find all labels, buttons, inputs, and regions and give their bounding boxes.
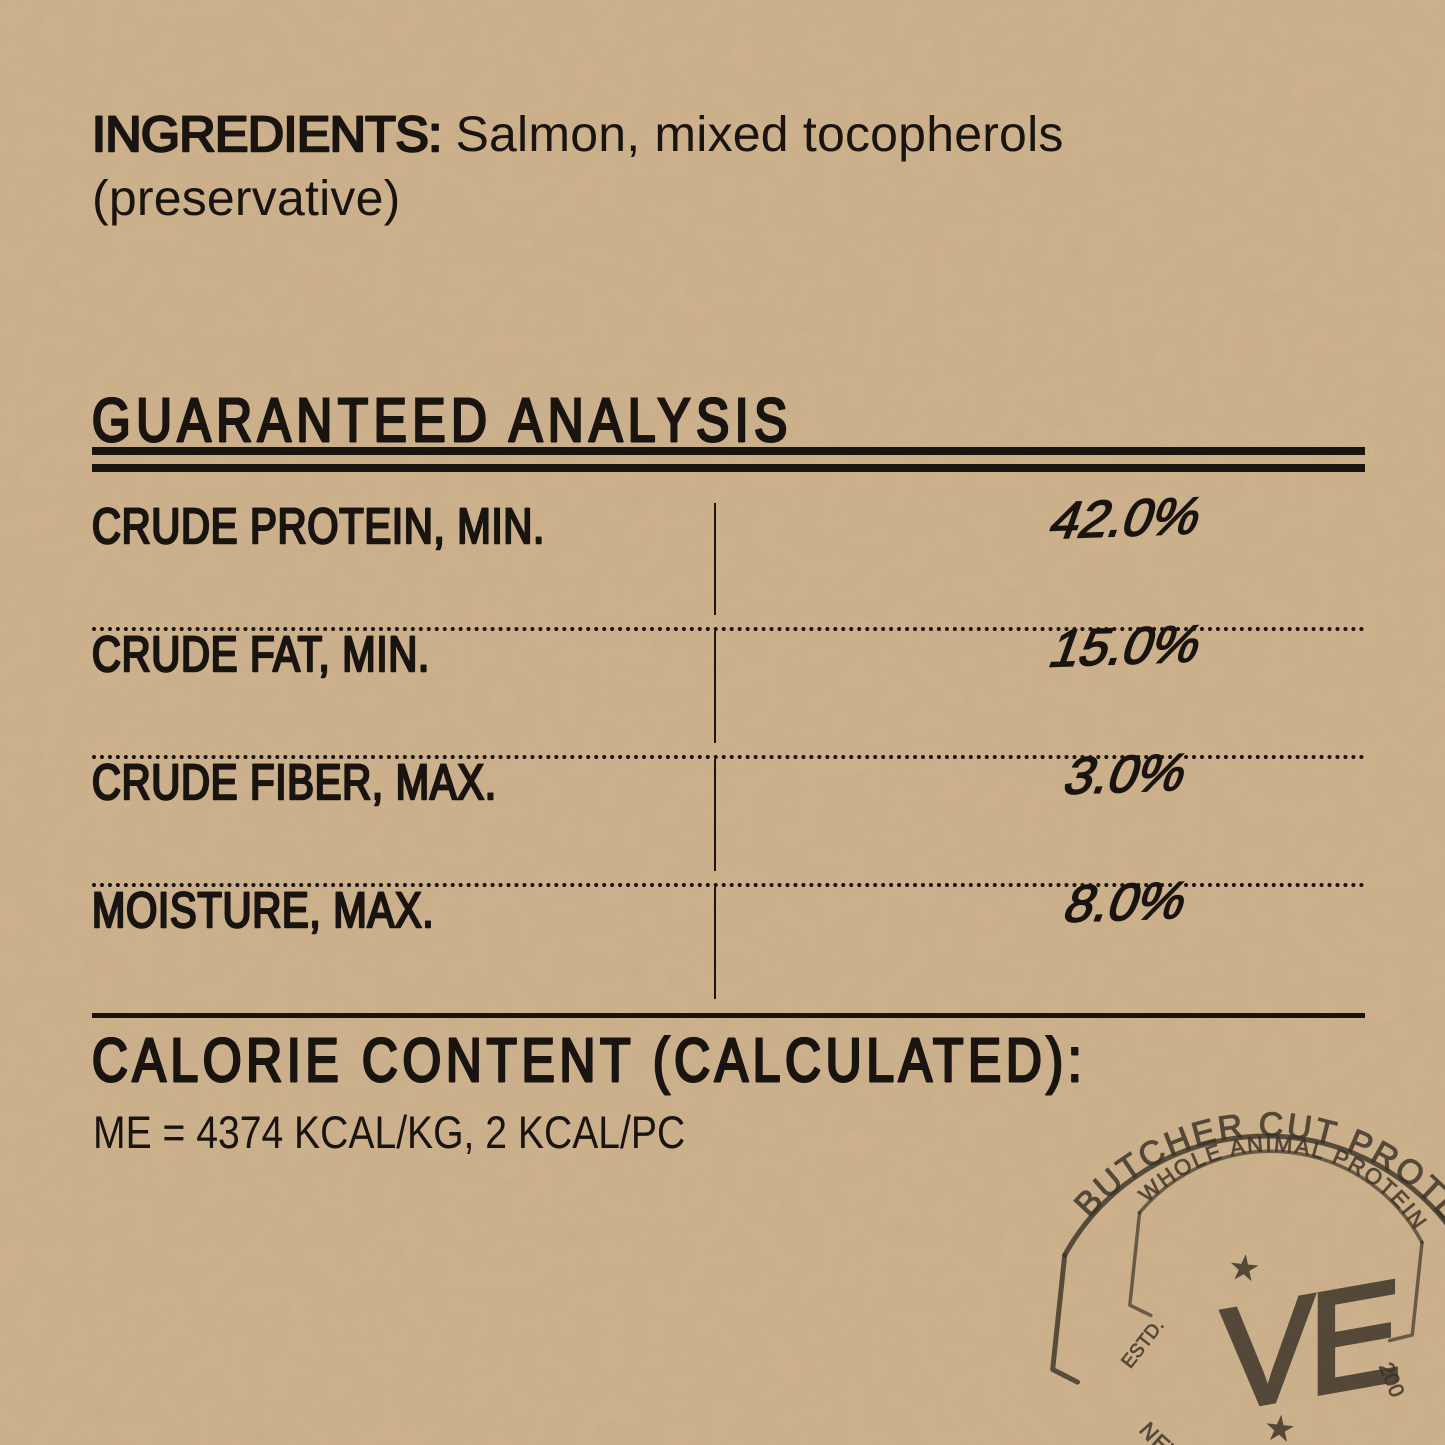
svg-text:VE: VE (1218, 1250, 1398, 1443)
svg-text:BUTCHER CUT PROTEIN: BUTCHER CUT PROTEIN (1065, 1085, 1445, 1266)
svg-text:ESTD.: ESTD. (1118, 1315, 1169, 1372)
